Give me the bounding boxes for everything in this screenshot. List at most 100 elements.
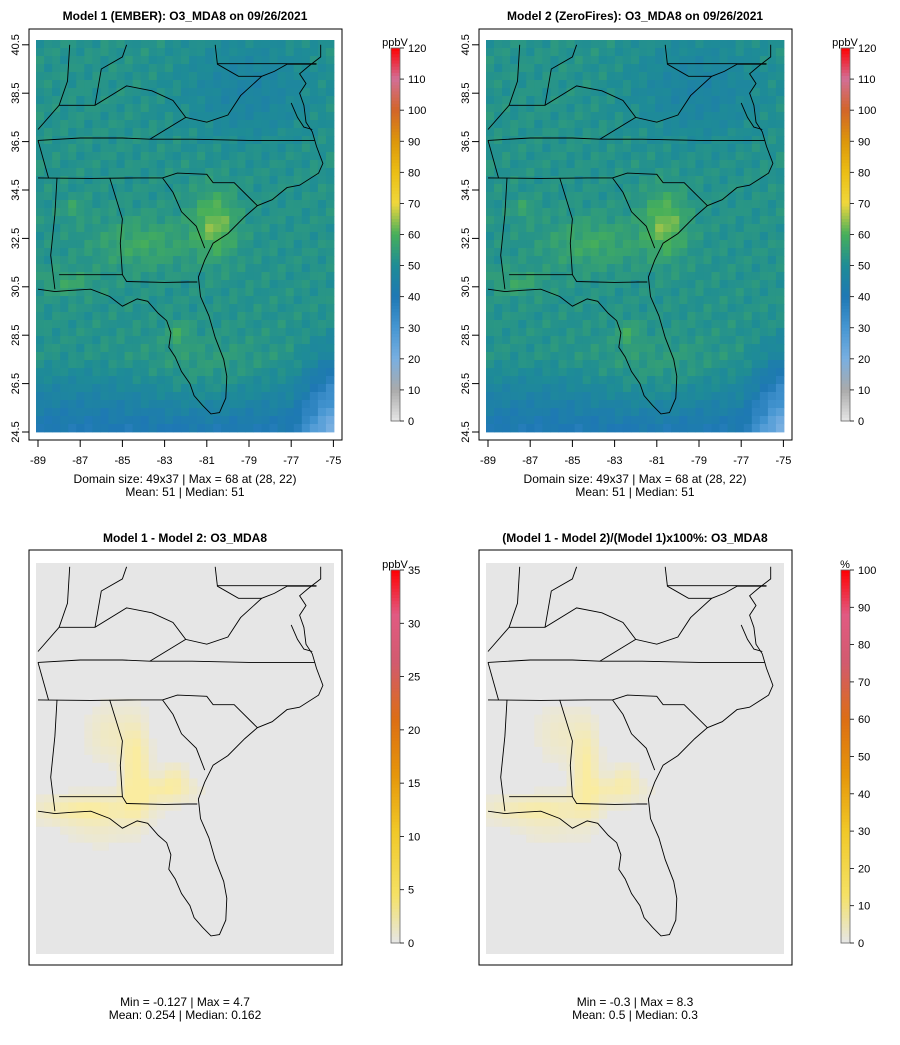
panel4-plot-frame <box>478 549 793 966</box>
colorbar-tick-label: 110 <box>858 74 876 86</box>
y-tick-label: 36.5 <box>460 131 472 152</box>
y-tick-label: 40.5 <box>460 34 472 55</box>
x-tick-label: -87 <box>72 455 88 467</box>
x-tick-label: -89 <box>30 455 46 467</box>
y-tick-label: 30.5 <box>10 276 22 297</box>
colorbar-tick-label: 90 <box>408 136 420 148</box>
panel3-mean-median: Mean: 0.254 | Median: 0.162 <box>108 1008 262 1022</box>
colorbar-tick-label: 70 <box>858 198 870 210</box>
colorbar-tick-label: 80 <box>408 167 420 179</box>
x-tick-label: -77 <box>283 455 299 467</box>
colorbar-unit: ppbV <box>832 37 858 49</box>
colorbar-tick-label: 5 <box>408 885 414 897</box>
x-tick-label: -83 <box>157 455 173 467</box>
colorbar-tick-label: 30 <box>858 826 870 838</box>
x-tick-label: -87 <box>522 455 538 467</box>
panel1-domain-line: Domain size: 49x37 | Max = 68 at (28, 22… <box>73 472 297 486</box>
panel2-heatmap <box>486 40 785 433</box>
colorbar-tick-label: 35 <box>408 565 420 577</box>
colorbar-tick-label: 0 <box>408 416 414 428</box>
colorbar-tick-label: 0 <box>858 938 864 950</box>
y-tick-label: 38.5 <box>10 82 22 103</box>
panel2-boundaries <box>487 44 774 415</box>
panel4-colorbar: % 0 10 20 30 40 50 60 70 80 90 100 <box>840 559 876 950</box>
y-tick-label: 34.5 <box>460 179 472 200</box>
x-tick-label: -79 <box>691 455 707 467</box>
panel2-stats: Domain size: 49x37 | Max = 68 at (28, 22… <box>524 473 747 499</box>
x-tick-label: -85 <box>564 455 580 467</box>
panel4-mean-median: Mean: 0.5 | Median: 0.3 <box>572 1008 698 1022</box>
colorbar-tick-label: 30 <box>858 323 870 335</box>
y-tick-label: 40.5 <box>10 34 22 55</box>
panel2-x-axis: -89 -87 -85 -83 -81 -79 -77 -75 <box>480 440 791 467</box>
panel1-title: Model 1 (EMBER): O3_MDA8 on 09/26/2021 <box>62 9 308 23</box>
panel2-mean-median: Mean: 51 | Median: 51 <box>575 485 695 499</box>
panel4-minmax-line: Min = -0.3 | Max = 8.3 <box>576 995 694 1009</box>
colorbar-tick-label: 10 <box>858 901 870 913</box>
colorbar-tick-label: 15 <box>408 778 420 790</box>
colorbar-unit: ppbV <box>382 559 408 571</box>
panel1-stats: Domain size: 49x37 | Max = 68 at (28, 22… <box>74 473 297 499</box>
colorbar-tick-label: 25 <box>408 672 420 684</box>
colorbar-tick-label: 100 <box>858 565 876 577</box>
x-tick-label: -81 <box>199 455 215 467</box>
panel3-minmax-line: Min = -0.127 | Max = 4.7 <box>120 995 250 1009</box>
colorbar-tick-label: 10 <box>408 831 420 843</box>
colorbar-tick-label: 20 <box>858 354 870 366</box>
colorbar-tick-label: 20 <box>858 863 870 875</box>
colorbar-tick-label: 100 <box>858 105 876 117</box>
colorbar-tick-label: 90 <box>858 602 870 614</box>
y-tick-label: 32.5 <box>460 228 472 249</box>
y-tick-label: 34.5 <box>10 179 22 200</box>
colorbar-tick-label: 40 <box>858 292 870 304</box>
panel4-title: (Model 1 - Model 2)/(Model 1)x100%: O3_M… <box>502 531 768 545</box>
colorbar-tick-label: 30 <box>408 618 420 630</box>
x-tick-label: -77 <box>733 455 749 467</box>
x-tick-label: -81 <box>649 455 665 467</box>
colorbar-tick-label: 80 <box>858 167 870 179</box>
colorbar-tick-label: 40 <box>858 789 870 801</box>
panel2-plot-frame <box>478 28 793 441</box>
panel1-heatmap <box>36 40 335 433</box>
colorbar-unit: ppbV <box>382 37 408 49</box>
x-tick-label: -75 <box>325 455 341 467</box>
colorbar-tick-label: 20 <box>408 725 420 737</box>
colorbar-tick-label: 60 <box>408 230 420 242</box>
colorbar-tick-label: 60 <box>858 230 870 242</box>
colorbar-tick-label: 100 <box>408 105 426 117</box>
panel2-colorbar: ppbV 0 10 20 30 40 50 60 70 80 90 100 110 120 <box>832 37 876 428</box>
panel3-heatmap <box>36 563 334 954</box>
x-tick-label: -75 <box>775 455 791 467</box>
colorbar-tick-label: 50 <box>858 752 870 764</box>
colorbar-tick-label: 50 <box>858 261 870 273</box>
y-tick-label: 28.5 <box>10 324 22 345</box>
panel2-title: Model 2 (ZeroFires): O3_MDA8 on 09/26/20… <box>506 9 764 23</box>
x-tick-label: -89 <box>480 455 496 467</box>
panel3-plot-frame <box>28 549 343 966</box>
panel2-map: 24.5 26.5 28.5 30.5 32.5 34.5 36.5 38.5 40.5 -89… <box>460 28 793 467</box>
y-tick-label: 38.5 <box>460 82 472 103</box>
panel1-plot-frame <box>28 28 343 441</box>
y-tick-label: 24.5 <box>10 421 22 442</box>
y-tick-label: 24.5 <box>460 421 472 442</box>
colorbar-tick-label: 60 <box>858 714 870 726</box>
panel1-y-axis: 24.5 26.5 28.5 30.5 32.5 34.5 36.5 38.5 40.5 <box>10 34 29 443</box>
panel3-colorbar: ppbV 0 5 10 15 20 25 30 35 <box>382 559 420 950</box>
colorbar-tick-label: 70 <box>408 198 420 210</box>
colorbar-tick-label: 10 <box>408 385 420 397</box>
panel2-y-axis: 24.5 26.5 28.5 30.5 32.5 34.5 36.5 38.5 40.5 <box>460 34 479 443</box>
colorbar-tick-label: 110 <box>408 74 426 86</box>
y-tick-label: 32.5 <box>10 228 22 249</box>
panel4-stats: Min = -0.3 | Max = 8.3 Mean: 0.5 | Media… <box>572 996 698 1022</box>
colorbar-tick-label: 90 <box>858 136 870 148</box>
x-tick-label: -85 <box>114 455 130 467</box>
y-tick-label: 26.5 <box>10 373 22 394</box>
panel3-map <box>28 549 343 966</box>
colorbar-tick-label: 70 <box>858 677 870 689</box>
panel4-map <box>478 549 793 966</box>
y-tick-label: 36.5 <box>10 131 22 152</box>
colorbar-tick-label: 120 <box>858 43 876 55</box>
panel1-mean-median: Mean: 51 | Median: 51 <box>125 485 245 499</box>
y-tick-label: 26.5 <box>460 373 472 394</box>
panel2-domain-line: Domain size: 49x37 | Max = 68 at (28, 22… <box>523 472 747 486</box>
